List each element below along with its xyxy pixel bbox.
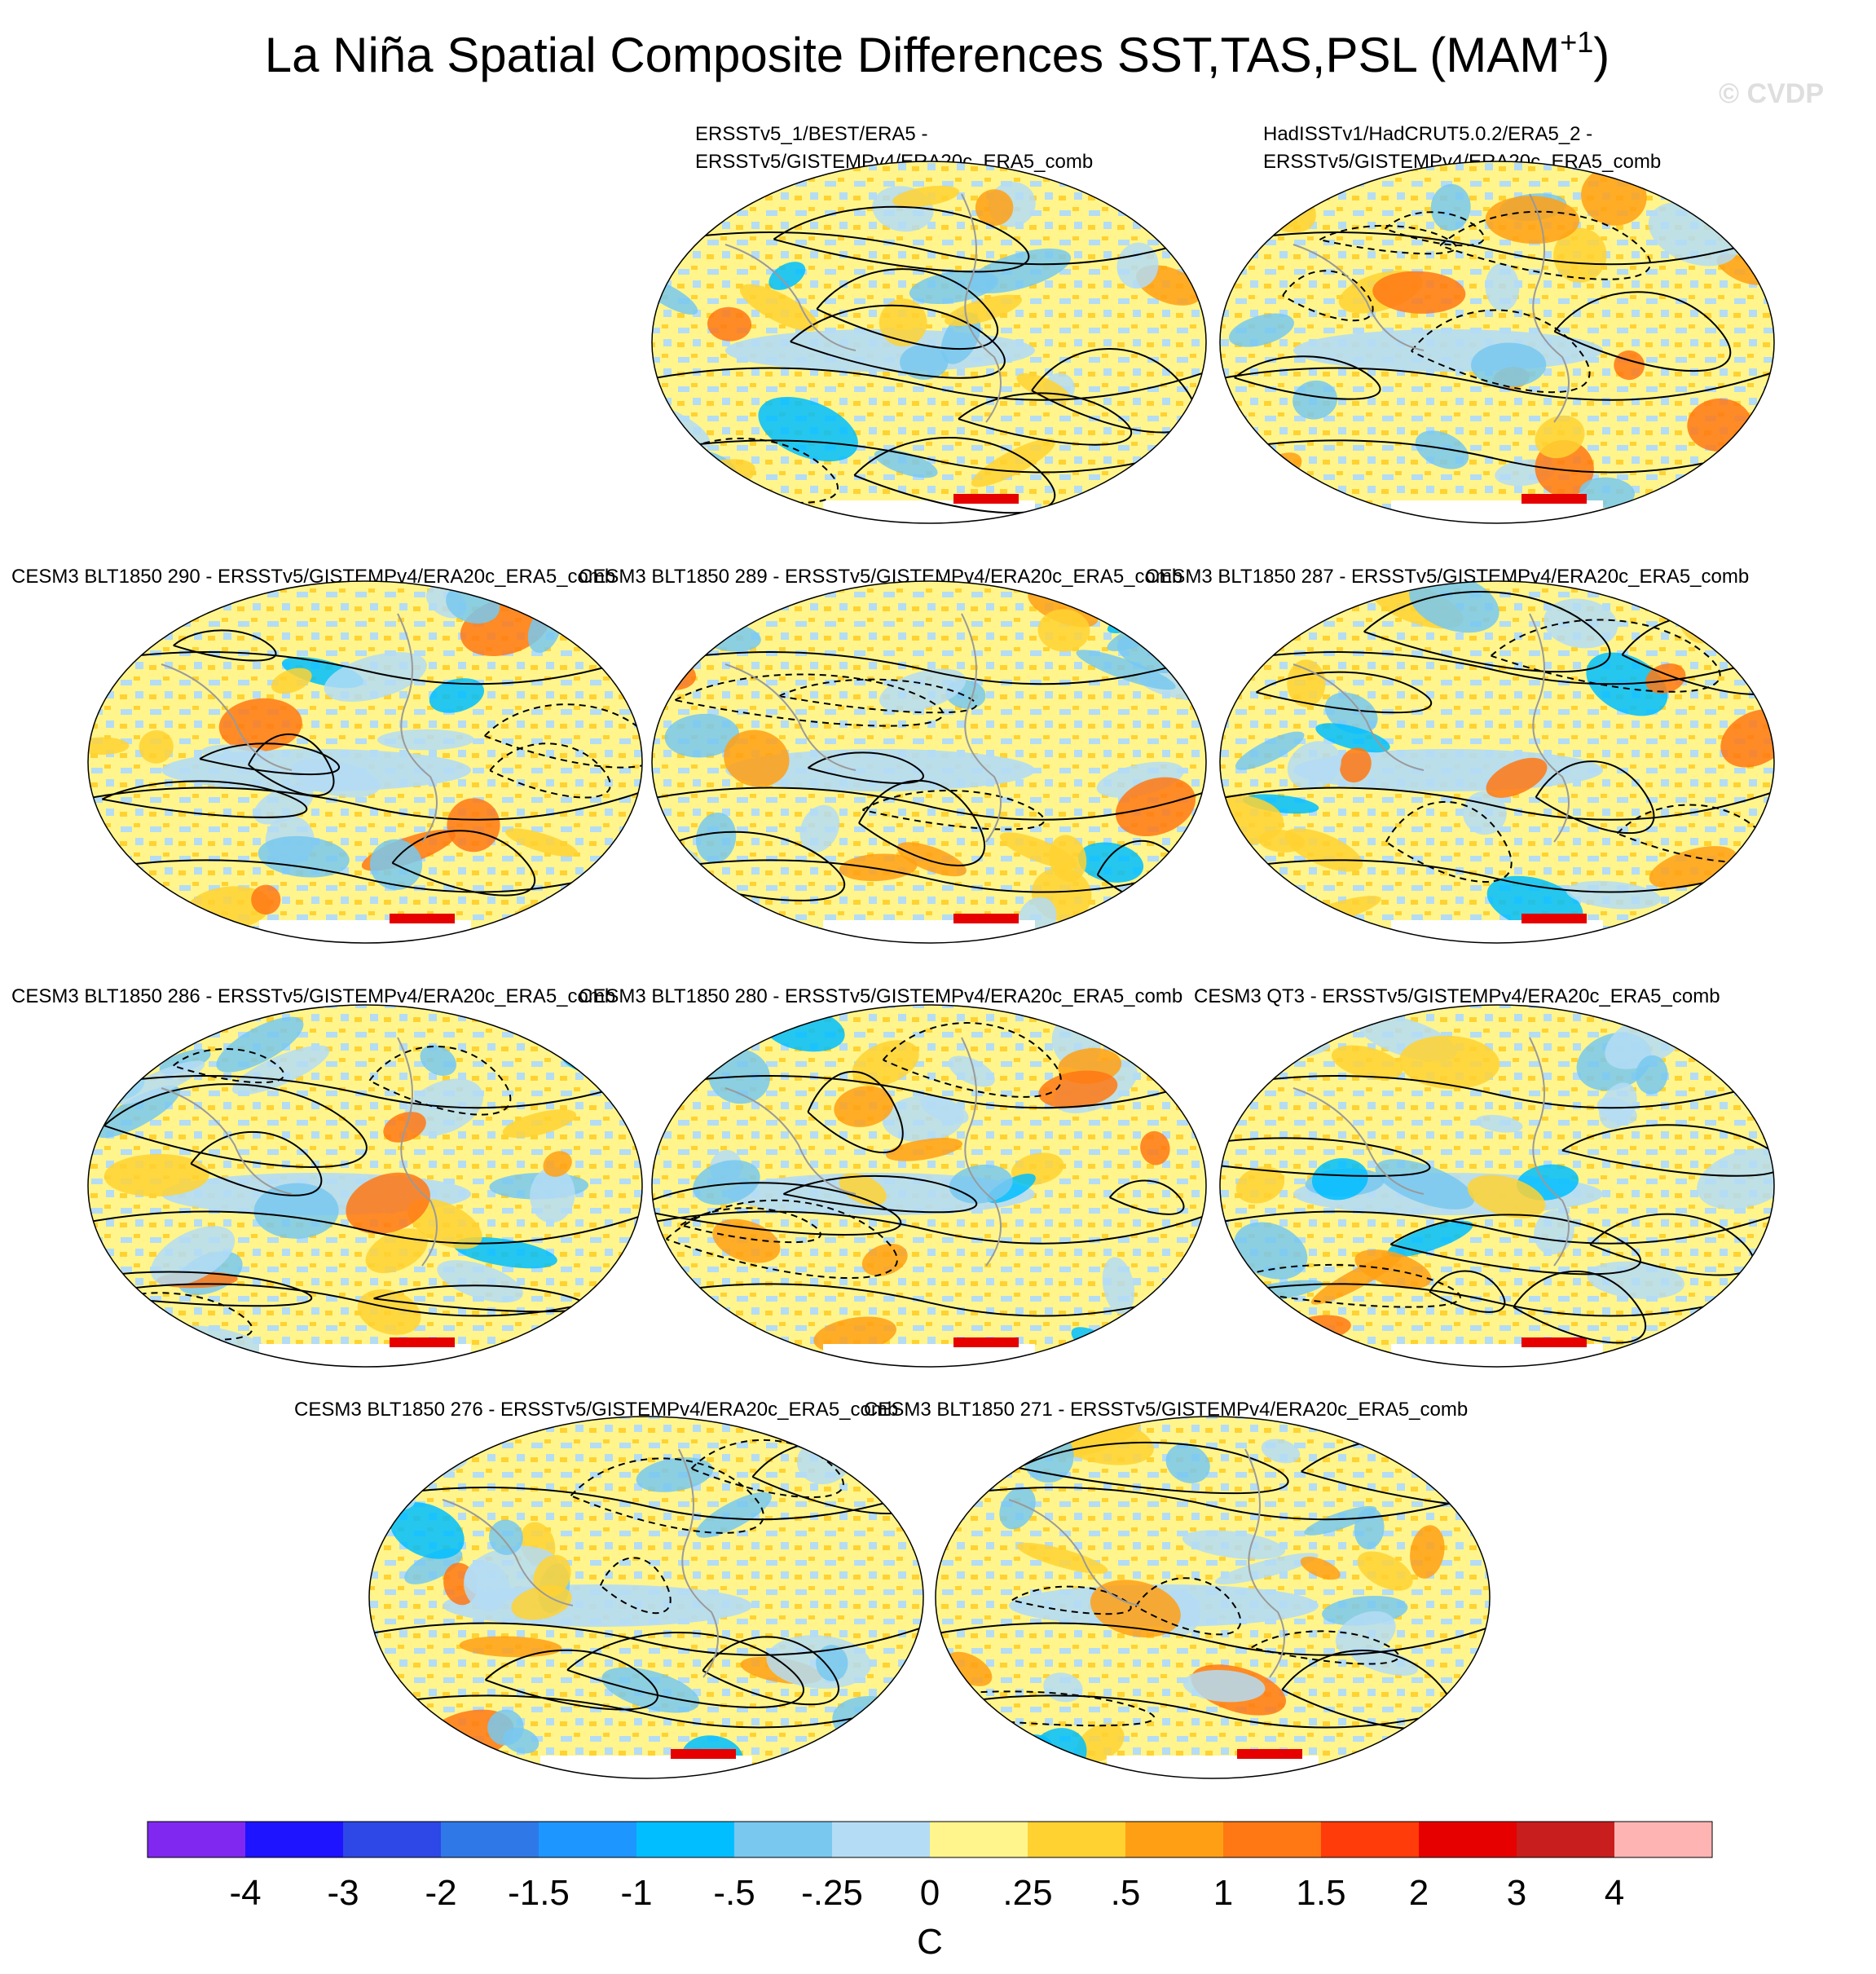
map-outline bbox=[368, 1416, 924, 1779]
panel-title: CESM3 BLT1850 271 - ERSSTv5/GISTEMPv4/ER… bbox=[864, 1399, 1468, 1421]
colorbar-swatch bbox=[343, 1822, 441, 1857]
map-field bbox=[1220, 1005, 1774, 1367]
colorbar-tick-label: 1.5 bbox=[1296, 1873, 1345, 1913]
panel-title: CESM3 BLT1850 276 - ERSSTv5/GISTEMPv4/ER… bbox=[294, 1399, 898, 1421]
colorbar-tick-label: -3 bbox=[327, 1873, 359, 1913]
map-panel: CESM3 BLT1850 280 - ERSSTv5/GISTEMPv4/ER… bbox=[579, 985, 1207, 1368]
colorbar-tick-label: -1 bbox=[620, 1873, 652, 1913]
colorbar-swatch bbox=[636, 1822, 734, 1857]
map-field bbox=[88, 581, 642, 943]
map-outline bbox=[1219, 580, 1775, 944]
map-field bbox=[652, 161, 1206, 523]
colorbar-tick-label: -.25 bbox=[801, 1873, 863, 1913]
colorbar-tick-label: .5 bbox=[1111, 1873, 1141, 1913]
colorbar-swatch bbox=[245, 1822, 343, 1857]
map-outline bbox=[87, 580, 643, 944]
map-outline bbox=[651, 161, 1207, 524]
map-panel: CESM3 QT3 - ERSSTv5/GISTEMPv4/ERA20c_ERA… bbox=[1194, 985, 1775, 1368]
colorbar-swatch bbox=[832, 1822, 930, 1857]
colorbar-units: C bbox=[917, 1922, 943, 1962]
colorbar-tick-label: -1.5 bbox=[508, 1873, 570, 1913]
map-outline bbox=[651, 1004, 1207, 1368]
map-panel: CESM3 BLT1850 287 - ERSSTv5/GISTEMPv4/ER… bbox=[1145, 566, 1775, 944]
colorbar-swatch bbox=[1028, 1822, 1125, 1857]
map-panel: CESM3 BLT1850 286 - ERSSTv5/GISTEMPv4/ER… bbox=[11, 985, 643, 1368]
colorbar-swatch bbox=[1517, 1822, 1614, 1857]
cvdp-watermark: © CVDP bbox=[1719, 78, 1824, 109]
map-outline bbox=[651, 580, 1207, 944]
colorbar: -4 -3 -2 -1.5 -1 -.5 -.25 0 .25 .5 1 1.5 2 3 4 C bbox=[147, 1821, 1713, 1962]
map-field bbox=[936, 1417, 1490, 1778]
colorbar-tick-label: -4 bbox=[229, 1873, 261, 1913]
colorbar-tick-label: -2 bbox=[425, 1873, 456, 1913]
map-panel: HadISSTv1/HadCRUT5.0.2/ERA5_2 -ERSSTv5/G… bbox=[1219, 123, 1775, 524]
map-panels: ERSSTv5_1/BEST/ERA5 -ERSSTv5/GISTEMPv4/E… bbox=[11, 123, 1775, 1779]
map-outline bbox=[935, 1416, 1491, 1779]
map-field bbox=[652, 581, 1206, 943]
map-panel: CESM3 BLT1850 271 - ERSSTv5/GISTEMPv4/ER… bbox=[864, 1399, 1491, 1779]
map-field bbox=[1220, 581, 1774, 943]
colorbar-swatch bbox=[539, 1822, 636, 1857]
colorbar-swatch bbox=[930, 1822, 1028, 1857]
map-outline bbox=[1219, 161, 1775, 524]
colorbar-swatch bbox=[1223, 1822, 1321, 1857]
map-panel: ERSSTv5_1/BEST/ERA5 -ERSSTv5/GISTEMPv4/E… bbox=[651, 123, 1207, 524]
colorbar-tick-label: 0 bbox=[920, 1873, 940, 1913]
map-field bbox=[88, 1005, 642, 1367]
colorbar-tick-label: -.5 bbox=[713, 1873, 755, 1913]
colorbar-tick-label: 3 bbox=[1507, 1873, 1526, 1913]
colorbar-swatch bbox=[1125, 1822, 1223, 1857]
colorbar-swatch bbox=[441, 1822, 539, 1857]
map-field bbox=[652, 1005, 1206, 1367]
figure-title: La Niña Spatial Composite Differences SS… bbox=[265, 25, 1610, 82]
map-field bbox=[1220, 161, 1774, 523]
map-panel: CESM3 BLT1850 289 - ERSSTv5/GISTEMPv4/ER… bbox=[579, 566, 1207, 944]
colorbar-tick-label: 2 bbox=[1409, 1873, 1429, 1913]
panel-title: ERSSTv5_1/BEST/ERA5 - bbox=[695, 123, 927, 145]
colorbar-tick-label: .25 bbox=[1002, 1873, 1052, 1913]
colorbar-outline bbox=[147, 1821, 1713, 1858]
map-outline bbox=[1219, 1004, 1775, 1368]
map-outline bbox=[87, 1004, 643, 1368]
colorbar-swatch bbox=[1419, 1822, 1517, 1857]
colorbar-tick-label: 4 bbox=[1605, 1873, 1624, 1913]
colorbar-swatch bbox=[148, 1822, 245, 1857]
colorbar-swatch bbox=[734, 1822, 832, 1857]
colorbar-swatch bbox=[1614, 1822, 1712, 1857]
colorbar-tick-label: 1 bbox=[1213, 1873, 1233, 1913]
panel-title: CESM3 QT3 - ERSSTv5/GISTEMPv4/ERA20c_ERA… bbox=[1194, 985, 1720, 1007]
map-panel: CESM3 BLT1850 276 - ERSSTv5/GISTEMPv4/ER… bbox=[294, 1399, 924, 1779]
panel-title: HadISSTv1/HadCRUT5.0.2/ERA5_2 - bbox=[1263, 123, 1592, 145]
panel-title: CESM3 BLT1850 280 - ERSSTv5/GISTEMPv4/ER… bbox=[579, 985, 1182, 1007]
colorbar-swatch bbox=[1321, 1822, 1419, 1857]
panel-title: CESM3 BLT1850 286 - ERSSTv5/GISTEMPv4/ER… bbox=[11, 985, 615, 1007]
map-panel: CESM3 BLT1850 290 - ERSSTv5/GISTEMPv4/ER… bbox=[11, 566, 643, 944]
